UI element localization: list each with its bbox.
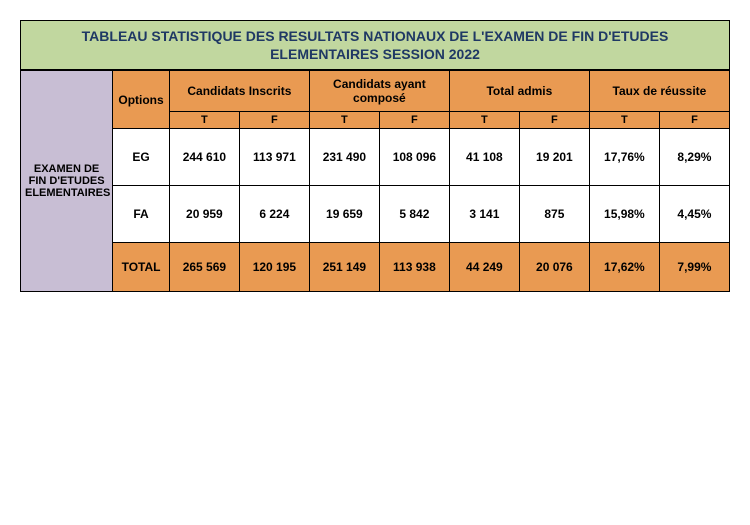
hdr-taux: Taux de réussite [589, 71, 729, 112]
fa-inscrits-t: 20 959 [169, 186, 239, 243]
total-inscrits-f: 120 195 [239, 243, 309, 292]
eg-inscrits-t: 244 610 [169, 129, 239, 186]
hdr-inscrits: Candidats Inscrits [169, 71, 309, 112]
data-row-fa: FA 20 959 6 224 19 659 5 842 3 141 875 1… [21, 186, 730, 243]
total-compose-f: 113 938 [379, 243, 449, 292]
sub-inscrits-t: T [169, 112, 239, 129]
eg-taux-t: 17,76% [589, 129, 659, 186]
sub-admis-t: T [449, 112, 519, 129]
fa-admis-f: 875 [519, 186, 589, 243]
total-label: TOTAL [113, 243, 170, 292]
total-inscrits-t: 265 569 [169, 243, 239, 292]
fa-taux-f: 4,45% [659, 186, 729, 243]
title-line-1: TABLEAU STATISTIQUE DES RESULTATS NATION… [82, 28, 669, 44]
opt-fa: FA [113, 186, 170, 243]
eg-compose-f: 108 096 [379, 129, 449, 186]
eg-taux-f: 8,29% [659, 129, 729, 186]
total-compose-t: 251 149 [309, 243, 379, 292]
fa-inscrits-f: 6 224 [239, 186, 309, 243]
fa-admis-t: 3 141 [449, 186, 519, 243]
sub-taux-f: F [659, 112, 729, 129]
hdr-compose: Candidats ayant composé [309, 71, 449, 112]
title-bar: TABLEAU STATISTIQUE DES RESULTATS NATION… [20, 20, 730, 70]
sub-admis-f: F [519, 112, 589, 129]
eg-compose-t: 231 490 [309, 129, 379, 186]
sub-taux-t: T [589, 112, 659, 129]
stats-table: EXAMEN DE FIN D'ETUDES ELEMENTAIRES Opti… [20, 70, 730, 292]
sub-compose-f: F [379, 112, 449, 129]
fa-taux-t: 15,98% [589, 186, 659, 243]
header-row-1: EXAMEN DE FIN D'ETUDES ELEMENTAIRES Opti… [21, 71, 730, 112]
total-taux-f: 7,99% [659, 243, 729, 292]
fa-compose-t: 19 659 [309, 186, 379, 243]
hdr-admis: Total admis [449, 71, 589, 112]
opt-eg: EG [113, 129, 170, 186]
hdr-options: Options [113, 71, 170, 129]
total-taux-t: 17,62% [589, 243, 659, 292]
eg-inscrits-f: 113 971 [239, 129, 309, 186]
data-row-eg: EG 244 610 113 971 231 490 108 096 41 10… [21, 129, 730, 186]
sub-compose-t: T [309, 112, 379, 129]
eg-admis-t: 41 108 [449, 129, 519, 186]
total-row: TOTAL 265 569 120 195 251 149 113 938 44… [21, 243, 730, 292]
eg-admis-f: 19 201 [519, 129, 589, 186]
total-admis-f: 20 076 [519, 243, 589, 292]
total-admis-t: 44 249 [449, 243, 519, 292]
fa-compose-f: 5 842 [379, 186, 449, 243]
row-group-label: EXAMEN DE FIN D'ETUDES ELEMENTAIRES [21, 71, 113, 292]
sub-inscrits-f: F [239, 112, 309, 129]
title-line-2: ELEMENTAIRES SESSION 2022 [270, 46, 480, 62]
